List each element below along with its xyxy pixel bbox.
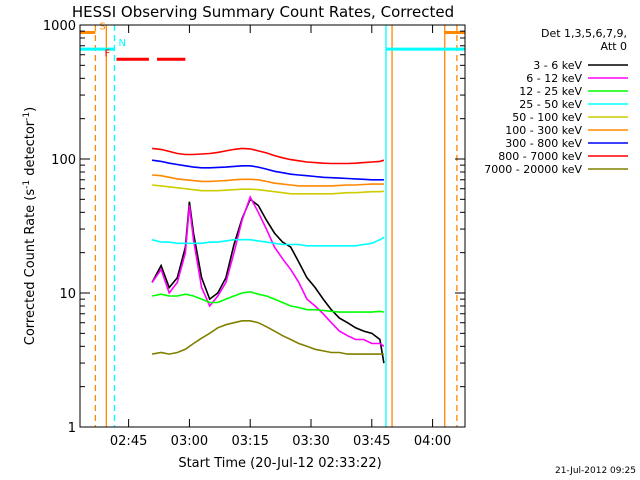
legend-label-8: 7000 - 20000 keV bbox=[484, 163, 582, 176]
status-bar-label-n: N bbox=[118, 38, 125, 49]
y-tick-label-2: 100 bbox=[51, 153, 76, 168]
legend-label-5: 100 - 300 keV bbox=[505, 124, 582, 137]
y-axis-label: Corrected Count Rate (s-1 detector-1) bbox=[22, 107, 38, 345]
legend-header-attenuator: Att 0 bbox=[601, 40, 627, 53]
vertical-markers bbox=[94, 25, 458, 427]
legend-label-0: 3 - 6 keV bbox=[533, 59, 582, 72]
y-axis-label-exp1: -1 bbox=[22, 180, 32, 189]
series-line-8 bbox=[151, 320, 384, 355]
y-tick-label-0: 1 bbox=[68, 421, 76, 436]
series-line-5 bbox=[152, 174, 384, 187]
series-line-6 bbox=[151, 159, 384, 181]
legend-label-3: 25 - 50 keV bbox=[519, 98, 582, 111]
y-tick-label-1: 10 bbox=[59, 287, 76, 302]
series-line-2 bbox=[151, 290, 385, 313]
series-lines bbox=[151, 147, 385, 364]
series-line-0 bbox=[151, 198, 385, 364]
x-tick-label-4: 03:45 bbox=[353, 434, 390, 449]
legend-label-6: 300 - 800 keV bbox=[505, 137, 582, 150]
x-tick-label-5: 04:00 bbox=[414, 434, 451, 449]
legend-label-1: 6 - 12 keV bbox=[526, 72, 582, 85]
series-line-4 bbox=[152, 184, 384, 195]
x-axis-ticks: 02:45 03:00 03:15 03:30 03:45 04:00 bbox=[110, 25, 451, 449]
series-line-3 bbox=[151, 236, 385, 247]
legend-header-detectors: Det 1,3,5,6,7,9, bbox=[541, 27, 627, 40]
generation-timestamp: 21-Jul-2012 09:25 bbox=[555, 466, 636, 476]
legend-label-7: 800 - 7000 keV bbox=[498, 150, 582, 163]
y-axis-ticks: 1 10 100 1000 bbox=[43, 19, 465, 436]
series-line-1 bbox=[151, 195, 385, 347]
legend-label-4: 50 - 100 keV bbox=[512, 111, 582, 124]
y-axis-label-main: Corrected Count Rate (s bbox=[23, 189, 38, 346]
status-bar-label-s: S bbox=[99, 21, 105, 32]
legend-label-2: 12 - 25 keV bbox=[519, 85, 582, 98]
y-tick-label-3: 1000 bbox=[43, 19, 76, 34]
y-axis-label-mid: detector bbox=[23, 120, 38, 180]
y-axis-label-exp2: -1 bbox=[22, 112, 32, 121]
plot-area: S NF bbox=[80, 21, 465, 427]
x-tick-label-1: 03:00 bbox=[171, 434, 208, 449]
plot-frame bbox=[79, 24, 466, 428]
chart-title: HESSI Observing Summary Count Rates, Cor… bbox=[72, 3, 454, 21]
series-line-7 bbox=[152, 147, 385, 165]
x-axis-label: Start Time (20-Jul-12 02:33:22) bbox=[178, 456, 381, 471]
status-bars: S NF bbox=[80, 21, 465, 61]
y-axis-label-end: ) bbox=[23, 107, 38, 112]
x-tick-label-0: 02:45 bbox=[110, 434, 147, 449]
status-bar-label-f: F bbox=[104, 48, 110, 59]
x-tick-label-3: 03:30 bbox=[292, 434, 329, 449]
x-tick-label-2: 03:15 bbox=[231, 434, 268, 449]
